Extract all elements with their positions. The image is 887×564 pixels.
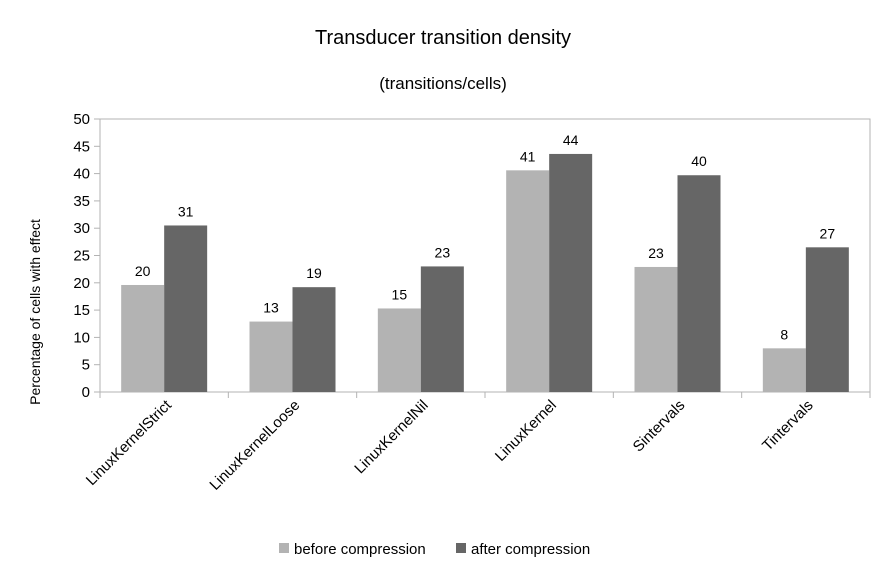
bar-before-compression <box>249 321 293 392</box>
data-label: 8 <box>780 326 788 342</box>
chart-subtitle: (transitions/cells) <box>379 74 507 93</box>
bar-after-compression <box>420 266 464 392</box>
legend: before compression after compression <box>279 541 590 558</box>
bar-after-compression <box>549 153 593 392</box>
x-category-label: Tintervals <box>759 397 817 455</box>
x-axis: LinuxKernelStrict LinuxKernelLoose LinuxKe… <box>83 392 871 494</box>
y-tick-label: 5 <box>82 357 90 374</box>
chart-title: Transducer transition density <box>315 27 571 49</box>
bar-after-compression <box>164 225 208 392</box>
y-tick-label: 40 <box>73 166 90 183</box>
y-tick-label: 15 <box>73 302 90 319</box>
bar-before-compression <box>121 284 165 392</box>
data-label: 19 <box>306 265 322 281</box>
x-category-label: Sintervals <box>630 397 689 456</box>
data-label: 40 <box>691 153 707 169</box>
data-label: 13 <box>263 300 279 316</box>
legend-swatch-before <box>279 543 289 553</box>
y-tick-label: 30 <box>73 220 90 237</box>
y-tick-label: 35 <box>73 193 90 210</box>
y-tick-label: 25 <box>73 248 90 265</box>
data-label: 41 <box>520 148 536 164</box>
x-category-label: LinuxKernelStrict <box>83 396 176 489</box>
x-category-label: LinuxKernelLoose <box>206 397 303 494</box>
bar-before-compression <box>634 266 678 392</box>
data-label: 27 <box>820 225 836 241</box>
y-axis: 0 5 10 15 20 25 30 35 40 45 50 <box>73 111 100 401</box>
y-tick-label: 45 <box>73 138 90 155</box>
data-labels: 20 13 15 41 23 8 31 19 23 44 40 27 <box>135 132 835 342</box>
bar-before-compression <box>506 170 550 392</box>
y-tick-label: 20 <box>73 275 90 292</box>
x-category-label: LinuxKernelNil <box>351 397 431 477</box>
bar-after-compression <box>292 287 336 392</box>
bars <box>121 153 849 392</box>
bar-after-compression <box>677 175 721 392</box>
bar-before-compression <box>377 308 421 392</box>
legend-label-before: before compression <box>294 541 426 558</box>
legend-swatch-after <box>456 543 466 553</box>
data-label: 23 <box>435 244 451 260</box>
data-label: 23 <box>648 245 664 261</box>
bar-after-compression <box>805 247 849 392</box>
legend-label-after: after compression <box>471 541 590 558</box>
plot-area-border <box>99 118 871 393</box>
y-tick-label: 0 <box>82 384 90 401</box>
x-category-label: LinuxKernel <box>492 397 560 465</box>
data-label: 15 <box>392 286 408 302</box>
data-label: 31 <box>178 203 194 219</box>
data-label: 44 <box>563 132 579 148</box>
y-tick-label: 10 <box>73 329 90 346</box>
bar-before-compression <box>762 348 806 392</box>
data-label: 20 <box>135 263 151 279</box>
y-tick-label: 50 <box>73 111 90 128</box>
y-axis-label: Percentage of cells with effect <box>27 219 43 405</box>
